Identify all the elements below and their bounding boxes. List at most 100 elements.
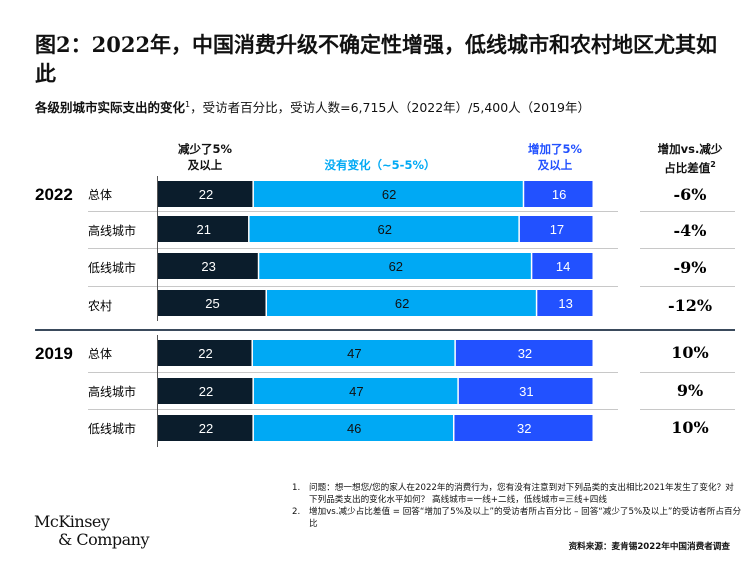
bar-segment-nochange	[253, 415, 453, 441]
bar-segment-increase	[537, 290, 593, 316]
header-decrease: 减少了5% 及以上	[160, 141, 250, 173]
header-diff: 增加vs.减少 占比差值2	[640, 141, 740, 176]
mckinsey-logo: McKinsey & Company	[34, 512, 150, 549]
diff-value: 10%	[671, 418, 709, 437]
row-separator	[88, 409, 618, 410]
header-increase: 增加了5% 及以上	[515, 141, 595, 173]
group-separator	[35, 329, 735, 331]
bar-segment-nochange	[253, 181, 523, 207]
bar-value-label: 47	[347, 346, 361, 361]
bar-value-label: 16	[552, 187, 566, 202]
bar-segment-increase	[532, 253, 593, 279]
bar-value-label: 32	[517, 421, 531, 436]
subtitle-bold: 各级别城市实际支出的变化	[35, 100, 186, 115]
bar-value-label: 31	[519, 384, 533, 399]
bar-value-label: 62	[389, 259, 403, 274]
bar-value-label: 62	[382, 187, 396, 202]
logo-line2: & Company	[58, 530, 150, 549]
row-separator	[640, 409, 735, 410]
header-diff-line2: 占比差值2	[640, 157, 740, 176]
row-separator	[640, 248, 735, 249]
header-diff-line1: 增加vs.减少	[657, 142, 723, 156]
header-nochange: 没有变化（~5-5%）	[324, 158, 436, 172]
row-separator	[640, 211, 735, 212]
source-note: 资料来源：麦肯锡2022年中国消费者调查	[568, 542, 730, 552]
logo-line1: McKinsey	[34, 512, 110, 531]
bar-value-label: 47	[349, 384, 363, 399]
row-separator	[88, 211, 618, 212]
bar-segment-nochange	[249, 216, 519, 242]
row-label: 低线城市	[88, 422, 137, 436]
footnote-text: 增加vs.减少占比差值 = 回答“增加了5%及以上”的受访者所占百分比 – 回答…	[309, 507, 742, 529]
bar-segment-decrease	[158, 415, 253, 441]
bar-segment-decrease	[158, 378, 253, 404]
row-label: 总体	[88, 347, 113, 361]
row-label: 高线城市	[88, 224, 137, 238]
header-decrease-line2: 及以上	[187, 158, 223, 172]
footnote-ref-1: 1	[185, 99, 191, 109]
bar-segment-increase	[519, 216, 593, 242]
footnote-text: 问题：想一想您/您的家人在2022年的消费行为，您有没有注意到对下列品类的支出相…	[309, 483, 734, 505]
axis-line-2022	[157, 176, 158, 321]
bar-value-label: 46	[347, 421, 361, 436]
header-increase-line1: 增加了5%	[527, 142, 583, 156]
row-separator	[88, 372, 618, 373]
bar-segment-nochange	[252, 340, 455, 366]
footnote-1: 1. 问题：想一想您/您的家人在2022年的消费行为，您有没有注意到对下列品类的…	[292, 482, 742, 506]
bar-segment-decrease	[158, 216, 249, 242]
bar-value-label: 21	[197, 222, 211, 237]
header-increase-line2: 及以上	[537, 158, 573, 172]
footnote-number: 1.	[292, 483, 301, 493]
bar-segment-increase	[524, 181, 593, 207]
footnote-2: 2. 增加vs.减少占比差值 = 回答“增加了5%及以上”的受访者所占百分比 –…	[292, 506, 742, 530]
footnote-number: 2.	[292, 507, 301, 517]
footnotes: 1. 问题：想一想您/您的家人在2022年的消费行为，您有没有注意到对下列品类的…	[292, 482, 742, 530]
row-separator	[88, 286, 618, 287]
subtitle-rest: ，受访者百分比，受访人数=6,715人（2022年）/5,400人（2019年）	[190, 100, 590, 115]
bar-segment-increase	[454, 415, 593, 441]
bar-segment-decrease	[158, 340, 252, 366]
bar-value-label: 32	[518, 346, 532, 361]
bar-value-label: 62	[377, 222, 391, 237]
bar-value-label: 22	[199, 384, 213, 399]
row-separator	[640, 372, 735, 373]
diff-value: -12%	[667, 296, 713, 315]
row-separator	[640, 286, 735, 287]
bar-value-label: 17	[550, 222, 564, 237]
bar-value-label: 25	[205, 296, 219, 311]
diff-value: -4%	[673, 221, 707, 240]
chart-title: 图2：2022年，中国消费升级不确定性增强，低线城市和农村地区尤其如此	[35, 32, 718, 86]
row-label: 高线城市	[88, 385, 137, 399]
header-decrease-line1: 减少了5%	[177, 142, 233, 156]
year-label-2019: 2019	[35, 344, 73, 363]
bar-value-label: 22	[199, 187, 213, 202]
bar-segment-nochange	[259, 253, 531, 279]
footnote-ref-2: 2	[710, 160, 716, 169]
diff-value: 10%	[671, 343, 709, 362]
diff-value: 9%	[676, 381, 704, 400]
bar-segment-increase	[455, 340, 593, 366]
bar-value-label: 23	[201, 259, 215, 274]
year-label-2022: 2022	[35, 185, 73, 204]
bar-value-label: 13	[558, 296, 572, 311]
bar-value-label: 22	[198, 346, 212, 361]
bar-segment-nochange	[267, 290, 536, 316]
bar-segment-decrease	[158, 181, 253, 207]
bar-value-label: 62	[395, 296, 409, 311]
row-label: 总体	[88, 188, 113, 202]
bar-value-label: 14	[556, 259, 570, 274]
bar-segment-decrease	[158, 290, 266, 316]
bar-segment-decrease	[158, 253, 258, 279]
row-label: 低线城市	[88, 261, 137, 275]
header-diff-text: 占比差值	[664, 160, 711, 175]
row-label: 农村	[88, 299, 113, 313]
bar-segment-increase	[458, 378, 593, 404]
chart-subtitle: 各级别城市实际支出的变化1，受访者百分比，受访人数=6,715人（2022年）/…	[35, 97, 590, 116]
bar-value-label: 22	[199, 421, 213, 436]
diff-value: -6%	[673, 185, 707, 204]
axis-line-2019	[157, 335, 158, 447]
bar-segment-nochange	[253, 378, 458, 404]
diff-value: -9%	[673, 258, 707, 277]
row-separator	[88, 248, 618, 249]
